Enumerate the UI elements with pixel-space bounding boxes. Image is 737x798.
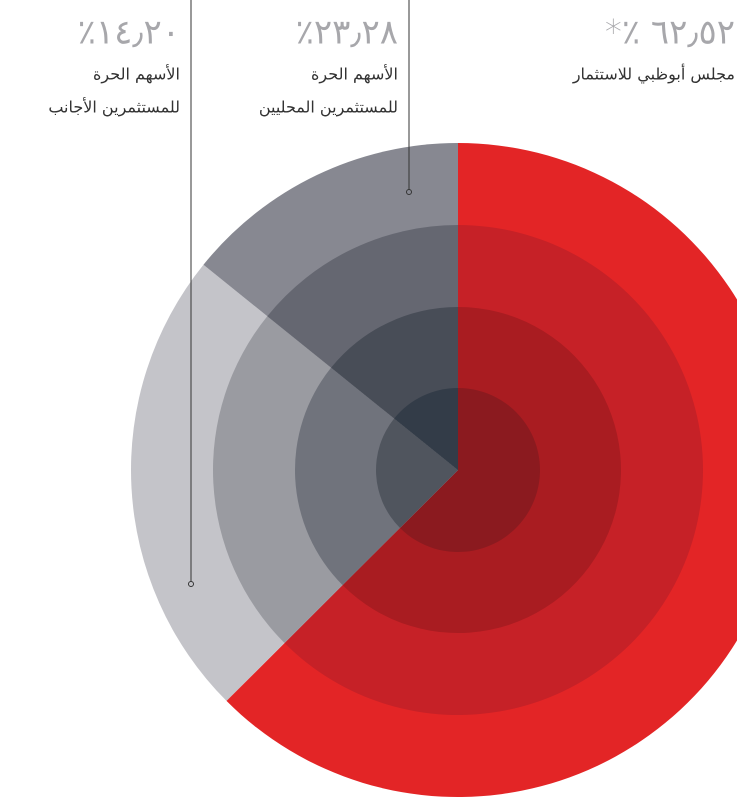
category-label: للمستثمرين الأجانب	[48, 97, 180, 118]
category-label: الأسهم الحرة	[311, 64, 398, 85]
wedge-shade	[399, 388, 540, 552]
value-label: *٪ ٦٢٫٥٢	[605, 13, 735, 53]
category-label: للمستثمرين المحليين	[259, 98, 398, 118]
category-label: مجلس أبوظبي للاستثمار	[572, 64, 735, 85]
leader-dot	[188, 581, 194, 587]
category-label: الأسهم الحرة	[93, 64, 180, 85]
leader-dot	[406, 189, 412, 195]
wedge-shade	[375, 418, 458, 528]
value-label: ٪١٤٫٢٠	[78, 13, 180, 53]
value-label: ٪٢٣٫٢٨	[296, 13, 398, 53]
wedge-shade	[394, 388, 458, 470]
